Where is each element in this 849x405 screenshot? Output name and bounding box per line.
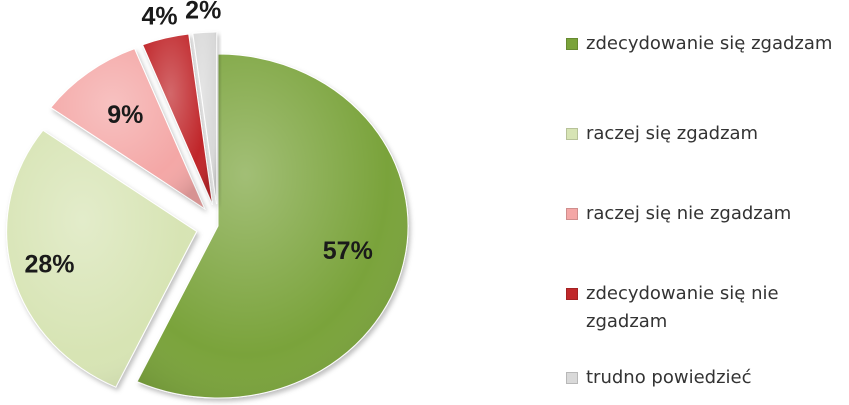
pie-slice-shading-4 xyxy=(142,34,213,205)
pie-slice-shading-1 xyxy=(137,54,409,398)
legend-label-2: raczej się zgadzam xyxy=(586,123,759,144)
legend-label-1: zdecydowanie się zgadzam xyxy=(586,33,833,54)
data-label-3: 9% xyxy=(107,101,143,129)
data-label-4: 4% xyxy=(142,3,178,31)
legend-item-4: zdecydowanie się nie zgadzam xyxy=(566,280,836,336)
data-label-5: 2% xyxy=(185,0,221,24)
pie-slice-shading-3 xyxy=(50,48,205,209)
legend-swatch-5 xyxy=(566,372,578,384)
legend-label-5: trudno powiedzieć xyxy=(586,367,752,388)
legend-swatch-1 xyxy=(566,38,578,50)
legend-item-3: raczej się nie zgadzam xyxy=(566,200,836,228)
data-label-2: 28% xyxy=(24,250,74,278)
legend-label-3: raczej się nie zgadzam xyxy=(586,203,792,224)
legend-item-1: zdecydowanie się zgadzam xyxy=(566,30,836,58)
legend-item-2: raczej się zgadzam xyxy=(566,120,836,148)
legend-swatch-2 xyxy=(566,128,578,140)
pie-slice-shading-5 xyxy=(192,32,217,205)
legend-label-4: zdecydowanie się nie zgadzam xyxy=(586,283,779,332)
legend-swatch-3 xyxy=(566,208,578,220)
legend-swatch-4 xyxy=(566,288,578,300)
chart-legend: zdecydowanie się zgadzam raczej się zgadz… xyxy=(566,30,846,400)
legend-item-5: trudno powiedzieć xyxy=(566,364,836,392)
data-label-1: 57% xyxy=(323,237,373,265)
pie-slice-shading-2 xyxy=(6,130,197,388)
pie-chart: 57% 28% 9% 4% 2% xyxy=(6,0,409,399)
